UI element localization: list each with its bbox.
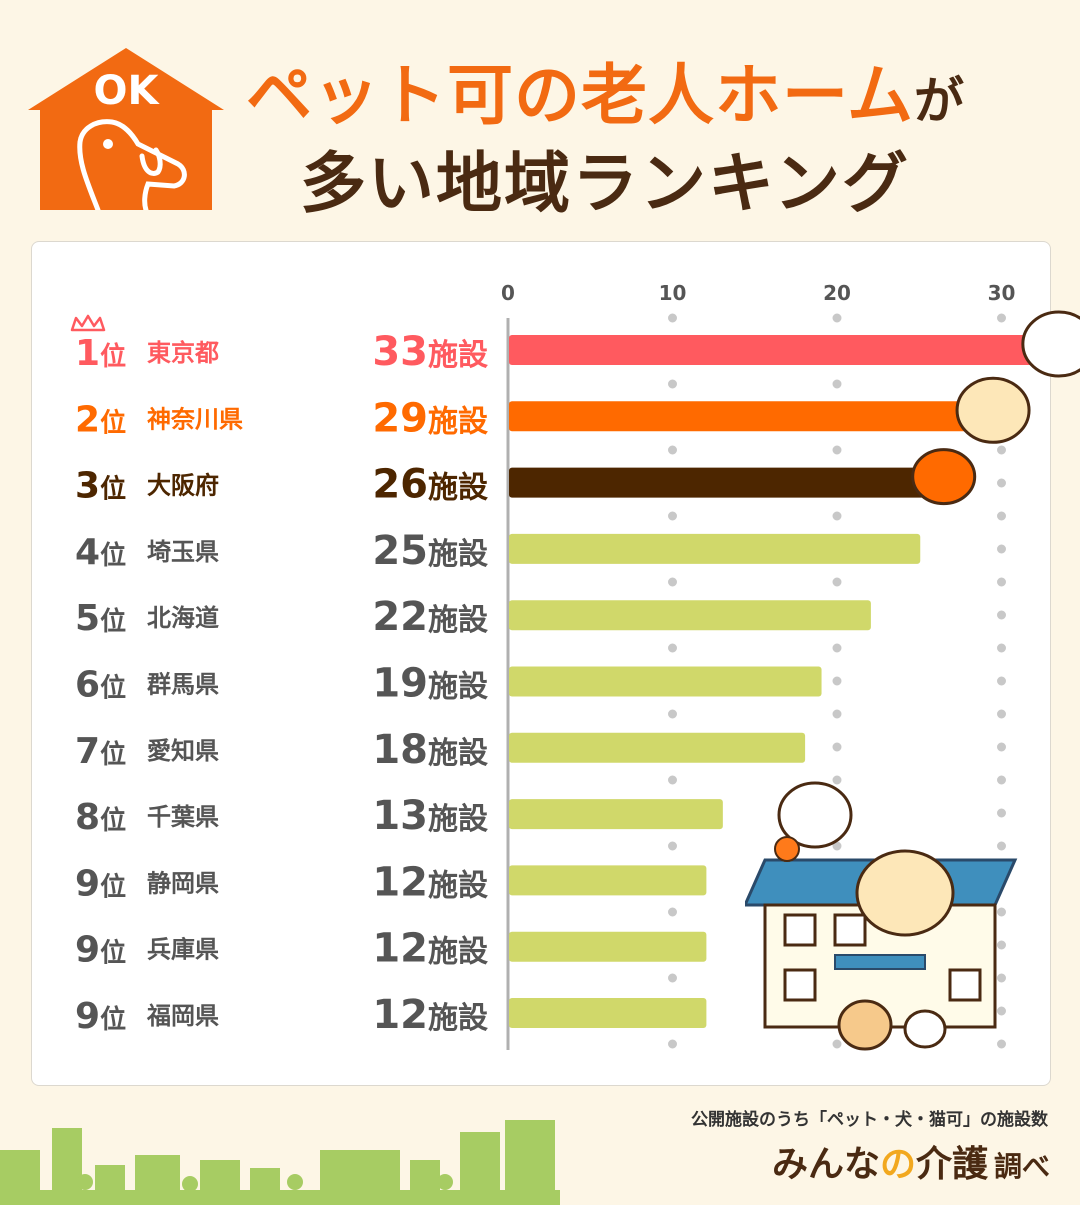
bar [509,998,707,1028]
title-line2: 多い地域ランキング [300,145,911,222]
house-pets-illustration [745,781,1018,1051]
x-tick-label: 10 [659,281,687,305]
header: OK ペット可の老人ホームが 多い地域ランキング [0,0,1080,230]
prefecture-label: 静岡県 [147,869,219,897]
title-line1: ペット可の老人ホームが [246,42,1066,138]
crown-icon [70,314,106,332]
rank-label: 9位 [75,996,126,1037]
bar [509,865,707,896]
value-label: 13施設 [372,793,488,839]
rank-label: 9位 [75,930,126,971]
value-label: 19施設 [372,661,488,707]
x-tick-label: 20 [823,281,851,305]
rank-label: 7位 [75,731,126,772]
ok-house-dog-icon: OK [28,48,224,210]
rank-label: 2位 [75,399,126,440]
value-label: 33施設 [372,329,488,375]
tabby-cat-icon [955,376,1031,444]
prefecture-label: 福岡県 [146,1002,219,1030]
rank-label: 5位 [75,598,126,639]
bar [509,931,707,962]
city-skyline-decoration [0,1120,560,1205]
title-suffix: が [914,72,966,130]
value-label: 12施設 [372,926,488,972]
rank-label: 8位 [75,797,126,838]
bar [509,401,987,432]
brand-suffix: 調べ [993,1150,1050,1183]
prefecture-label: 千葉県 [147,803,219,831]
title-main: ペット可の老人ホーム [246,57,915,134]
calico-cat-icon [1021,310,1080,378]
x-tick-label: 30 [988,281,1016,305]
footer-note: 公開施設のうち「ペット・犬・猫可」の施設数 [691,1110,1048,1130]
prefecture-label: 埼玉県 [147,538,219,566]
bar [509,732,806,763]
rank-label: 3位 [75,466,126,507]
bar [509,335,1052,365]
prefecture-label: 兵庫県 [147,936,219,964]
brand-b: 介護 [915,1144,988,1185]
value-label: 22施設 [372,594,488,640]
value-label: 26施設 [372,462,488,508]
rank-label: 6位 [75,665,126,706]
x-tick-label: 0 [501,281,515,305]
rank-label: 4位 [75,532,126,573]
value-label: 12施設 [372,992,488,1038]
ok-text: OK [94,68,161,114]
value-label: 12施設 [372,859,488,905]
bar [509,600,871,631]
rank-label: 9位 [75,863,126,904]
bar [509,666,822,697]
bar [509,533,921,564]
bar [509,799,723,830]
prefecture-label: 神奈川県 [147,405,243,433]
prefecture-label: 愛知県 [147,737,219,765]
brand-credit: みんなの介護 調べ [772,1135,1050,1187]
prefecture-label: 大阪府 [147,472,219,500]
brand-a: みんな [771,1144,880,1185]
prefecture-label: 北海道 [147,604,219,632]
value-label: 25施設 [372,528,488,574]
brand-no: の [879,1144,916,1185]
prefecture-label: 東京都 [147,339,219,367]
prefecture-label: 群馬県 [147,671,219,699]
rank-label: 1位 [75,333,126,374]
orange-mascot-icon [911,448,977,506]
value-label: 29施設 [372,395,488,441]
value-label: 18施設 [372,727,488,773]
bar [509,467,937,498]
